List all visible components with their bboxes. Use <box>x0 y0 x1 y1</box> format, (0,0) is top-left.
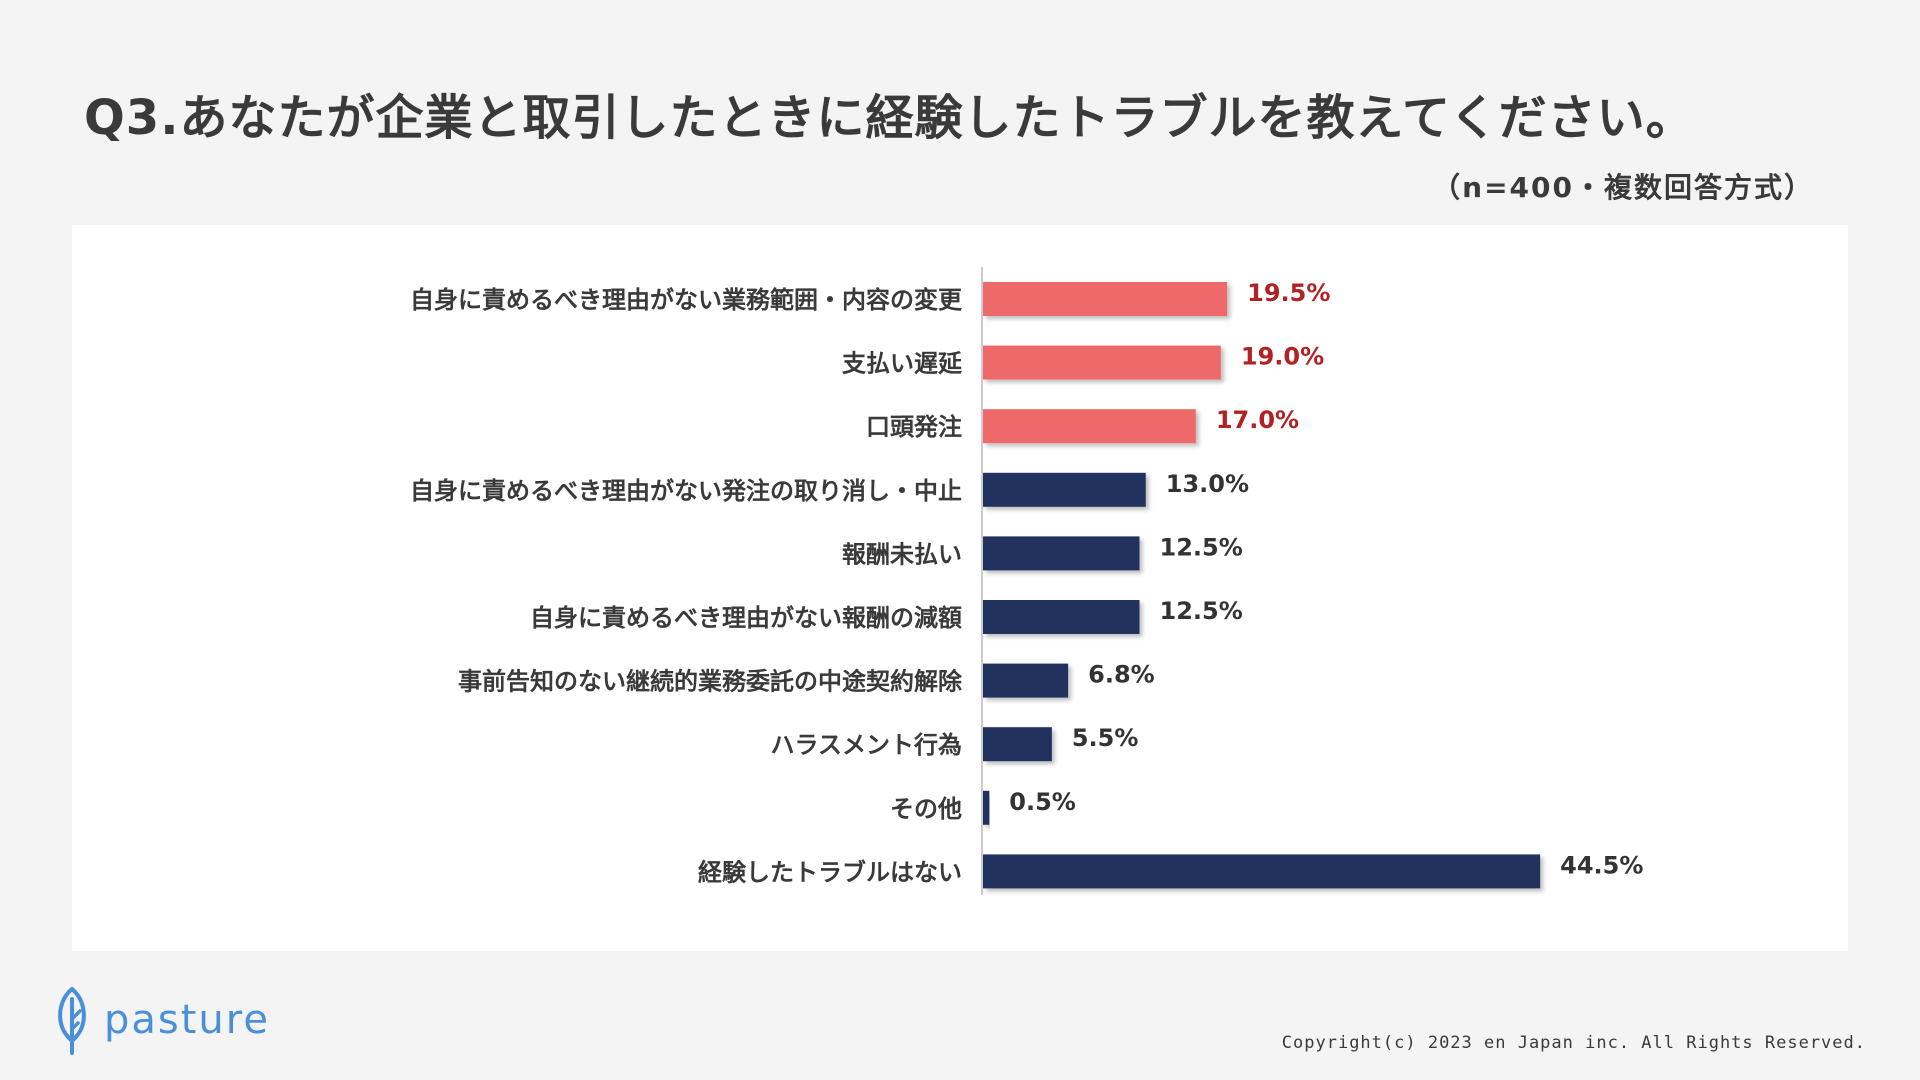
value-label-6: 12.5% <box>1160 597 1243 625</box>
category-label-7: 事前告知のない継続的業務委託の中途契約解除 <box>458 668 963 696</box>
value-label-8: 5.5% <box>1072 724 1139 752</box>
category-label-6: 自身に責めるべき理由がない報酬の減額 <box>530 604 962 632</box>
category-label-3: 口頭発注 <box>866 413 962 441</box>
bar-7 <box>983 663 1069 698</box>
bar-9 <box>983 790 990 825</box>
page-title: Q3.あなたが企業と取引したときに経験したトラブルを教えてください。 <box>84 90 1695 146</box>
value-label-5: 12.5% <box>1160 533 1243 561</box>
leaf-icon <box>58 987 86 1055</box>
brand-logo: pasture <box>54 985 270 1055</box>
category-label-10: 経験したトラブルはない <box>698 858 962 886</box>
category-label-2: 支払い遅延 <box>842 350 963 378</box>
value-label-9: 0.5% <box>1009 788 1076 816</box>
value-label-3: 17.0% <box>1216 406 1299 434</box>
value-label-1: 19.5% <box>1247 279 1330 307</box>
value-label-2: 19.0% <box>1241 343 1324 371</box>
logo-text: pasture <box>104 997 270 1043</box>
category-label-8: ハラスメント行為 <box>770 731 962 759</box>
bar-1 <box>983 282 1228 316</box>
bar-8 <box>983 727 1052 762</box>
bar-6 <box>983 600 1140 634</box>
bar-10 <box>983 854 1541 889</box>
value-label-10: 44.5% <box>1560 851 1643 879</box>
value-label-4: 13.0% <box>1166 470 1249 498</box>
value-label-7: 6.8% <box>1088 661 1155 689</box>
bar-chart: 自身に責めるべき理由がない業務範囲・内容の変更 19.5% 支払い遅延 19.0% 口頭… <box>410 267 1643 895</box>
bar-3 <box>983 409 1196 444</box>
category-label-4: 自身に責めるべき理由がない発注の取り消し・中止 <box>410 477 962 505</box>
category-label-1: 自身に責めるべき理由がない業務範囲・内容の変更 <box>410 286 963 314</box>
copyright-text: Copyright(c) 2023 en Japan inc. All Righ… <box>1281 1033 1866 1053</box>
bar-5 <box>983 536 1140 571</box>
sample-note: （n=400・複数回答方式） <box>1432 171 1814 204</box>
chart-panel: 自身に責めるべき理由がない業務範囲・内容の変更 19.5% 支払い遅延 19.0% 口頭… <box>72 225 1848 951</box>
category-label-9: その他 <box>890 795 962 823</box>
bar-2 <box>983 345 1221 380</box>
category-label-5: 報酬未払い <box>842 540 962 568</box>
bar-4 <box>983 472 1146 507</box>
bars-layer: 自身に責めるべき理由がない業務範囲・内容の変更 19.5% 支払い遅延 19.0% 口頭… <box>410 279 1643 889</box>
